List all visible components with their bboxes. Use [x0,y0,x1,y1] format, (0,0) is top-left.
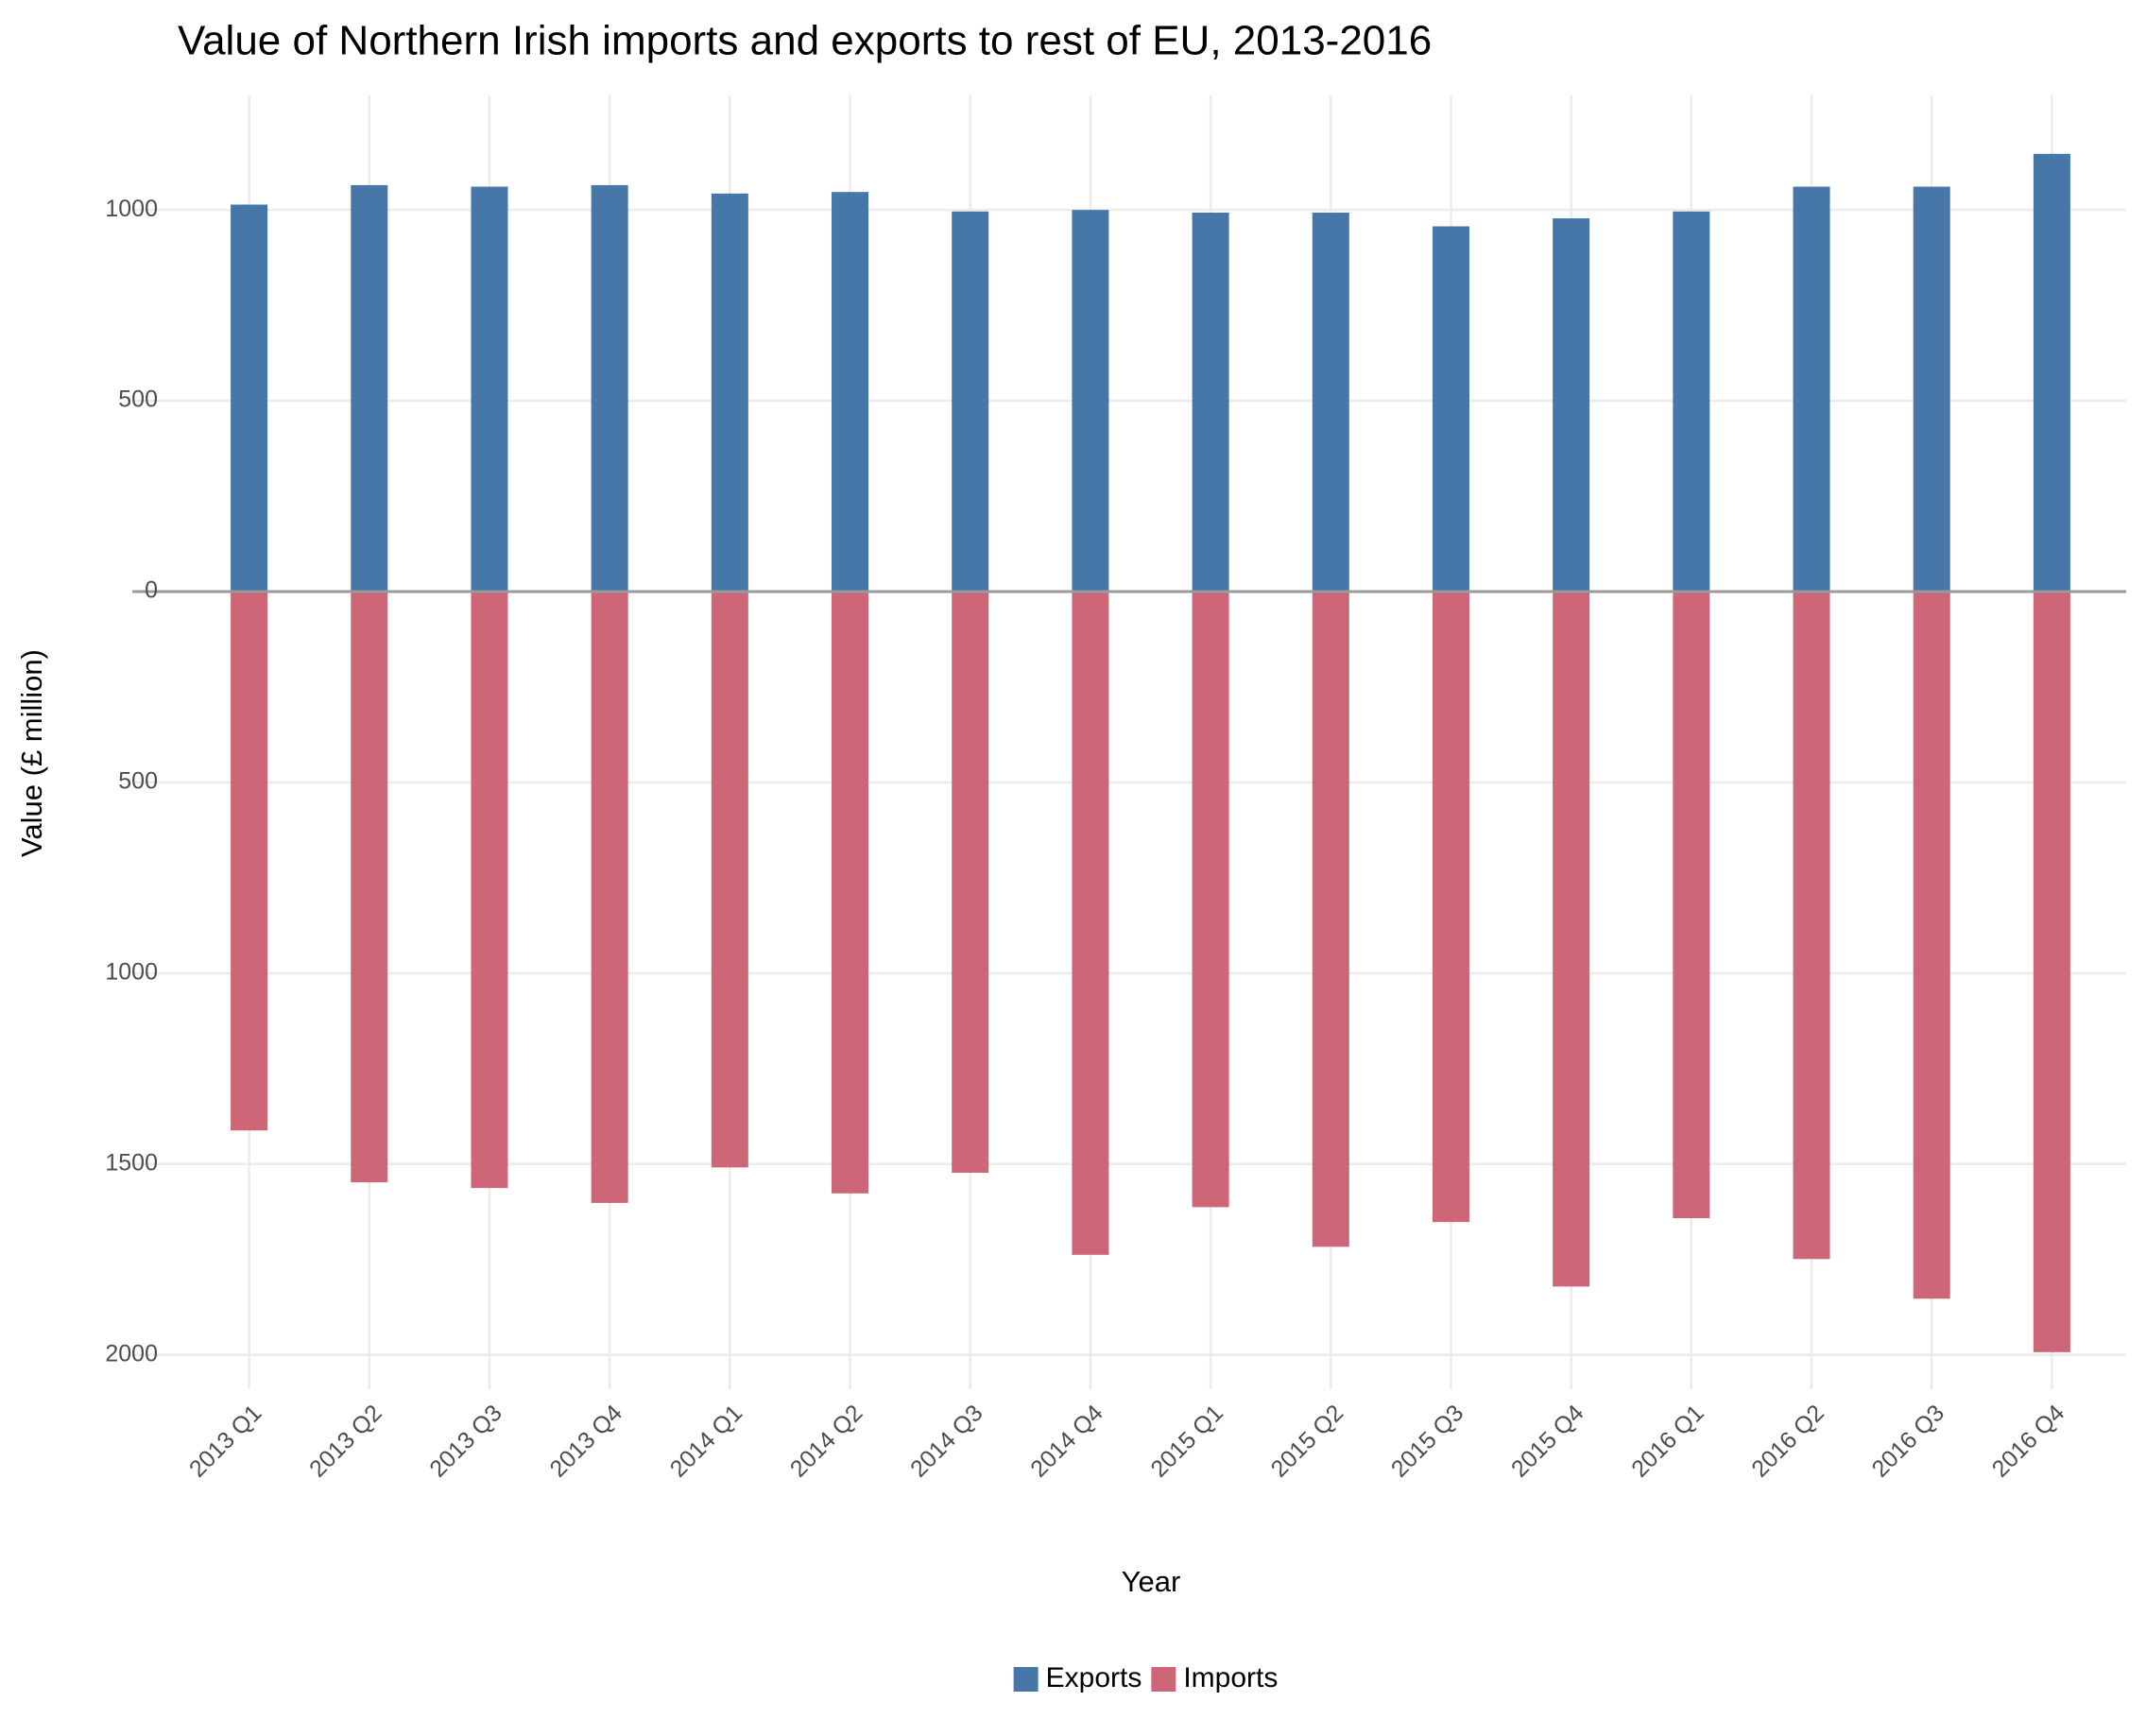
bar [471,186,508,592]
legend-item: Imports [1151,1662,1278,1693]
x-tick-label: 2014 Q1 [665,1400,748,1483]
legend-label: Exports [1046,1662,1142,1693]
x-tick-label: 2015 Q3 [1386,1400,1469,1483]
bar [1913,186,1950,592]
bar [1793,591,1830,1260]
y-tick-label: 500 [118,768,158,795]
y-tick-label: 1000 [105,196,158,222]
bar [591,184,628,592]
bar [1192,591,1229,1208]
bar [1432,226,1469,592]
y-tick-label: 0 [145,577,158,604]
bar [1673,211,1710,592]
x-tick-label: 2016 Q1 [1626,1400,1709,1483]
chart-title: Value of Northern Irish imports and expo… [178,18,1432,64]
bar [1553,218,1590,592]
x-tick-label: 2013 Q4 [544,1400,627,1483]
x-tick-label: 2013 Q2 [304,1400,387,1483]
bar [952,211,989,592]
y-tick-label: 1000 [105,958,158,985]
legend-item: Exports [1013,1662,1142,1693]
bar [1072,210,1109,592]
bar [1072,591,1109,1255]
x-tick-label: 2014 Q4 [1025,1400,1108,1483]
bar [231,204,268,592]
y-tick-label: 500 [118,387,158,413]
x-tick-label: 2014 Q2 [785,1400,868,1483]
x-axis-title: Year [1122,1565,1181,1598]
bar [1312,591,1349,1247]
x-tick-label: 2016 Q2 [1746,1400,1829,1483]
x-tick-label: 2013 Q3 [424,1400,507,1483]
bar [2033,153,2070,592]
bar [351,591,388,1183]
bar [711,193,748,592]
x-tick-label: 2013 Q1 [184,1400,267,1483]
bar [1913,591,1950,1299]
x-tick-label: 2016 Q4 [1987,1400,2070,1483]
x-tick-label: 2015 Q1 [1145,1400,1228,1483]
bar [1312,212,1349,592]
bar [1673,591,1710,1219]
x-tick-label: 2016 Q3 [1867,1400,1950,1483]
bar [2033,591,2070,1352]
bar [1553,591,1590,1287]
bar [1192,212,1229,592]
bar [832,591,869,1194]
bar [591,591,628,1203]
bar [351,184,388,592]
x-tick-label: 2015 Q4 [1506,1400,1589,1483]
bar [711,591,748,1168]
bar [1432,591,1469,1223]
legend-swatch [1013,1667,1039,1692]
y-tick-label: 2000 [105,1340,158,1366]
bar [231,591,268,1131]
bar [471,591,508,1189]
y-tick-label: 1500 [105,1149,158,1176]
bars [231,153,2070,1352]
bar [1793,186,1830,592]
x-tick-label: 2015 Q2 [1266,1400,1349,1483]
x-tick-label: 2014 Q3 [905,1400,988,1483]
legend-label: Imports [1183,1662,1278,1693]
bar [952,591,989,1174]
y-axis-title: Value (£ million) [15,649,48,857]
legend-swatch [1151,1667,1176,1692]
bar [832,192,869,592]
